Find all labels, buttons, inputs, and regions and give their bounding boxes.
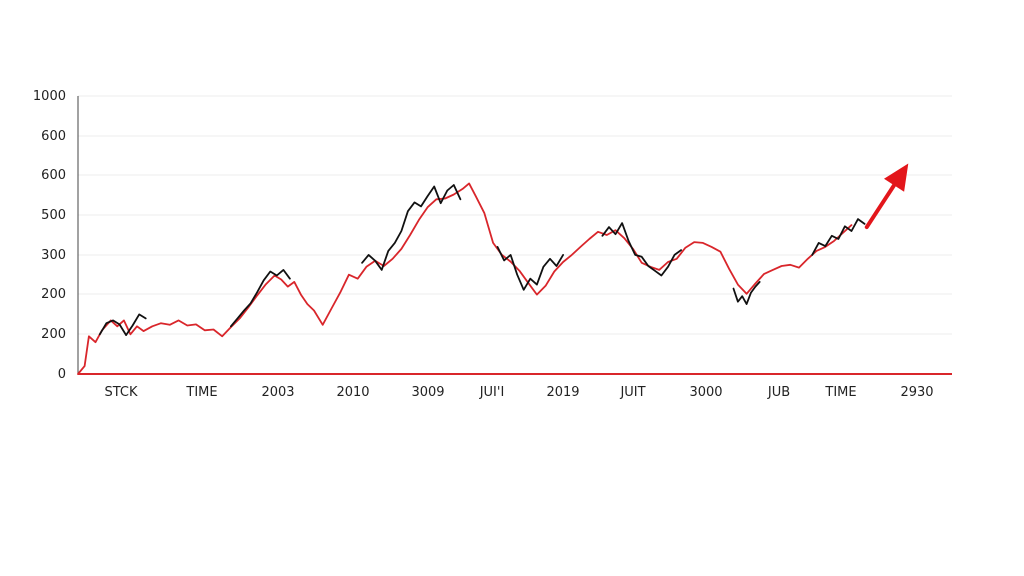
y-tick-label: 600 — [41, 129, 66, 144]
y-tick-label: 500 — [41, 208, 66, 223]
x-tick-label: TIME — [824, 385, 856, 400]
y-axis: 0 200 200 300 500 600 600 1000 — [33, 89, 79, 382]
series-line-black — [496, 246, 564, 291]
x-tick-label: STCK — [104, 385, 138, 400]
x-tick-label: JUI'I — [479, 385, 505, 400]
series-line-black — [601, 222, 682, 277]
gridlines — [78, 95, 952, 335]
trend-arrow-head — [884, 163, 909, 192]
series-line-black — [732, 281, 761, 305]
x-tick-label: 2019 — [546, 385, 579, 400]
x-axis: STCK TIME 2003 2010 3009 JUI'I 2019 JUIT 3000 JUB… — [78, 373, 952, 400]
x-tick-label: 2010 — [336, 385, 369, 400]
x-tick-label: TIME — [185, 385, 217, 400]
y-tick-label: 600 — [41, 168, 66, 183]
annotation-group — [864, 163, 909, 230]
series-line-black — [811, 218, 866, 256]
series-line-black — [98, 313, 147, 336]
x-tick-label: 2930 — [900, 385, 933, 400]
series-group — [77, 182, 866, 375]
y-tick-label: 0 — [58, 367, 66, 382]
series-line-black — [230, 269, 291, 328]
series-line-red — [77, 182, 853, 375]
y-tick-label: 200 — [41, 327, 66, 342]
trend-arrow-shaft — [864, 183, 897, 230]
y-tick-label: 1000 — [33, 89, 66, 104]
x-tick-label: 3000 — [689, 385, 722, 400]
y-tick-label: 300 — [41, 248, 66, 263]
x-tick-label: JUIT — [619, 385, 645, 400]
series-line-black — [361, 184, 462, 271]
x-tick-label: 3009 — [411, 385, 444, 400]
x-tick-label: JUB — [767, 385, 790, 400]
y-tick-label: 200 — [41, 287, 66, 302]
x-tick-label: 2003 — [261, 385, 294, 400]
